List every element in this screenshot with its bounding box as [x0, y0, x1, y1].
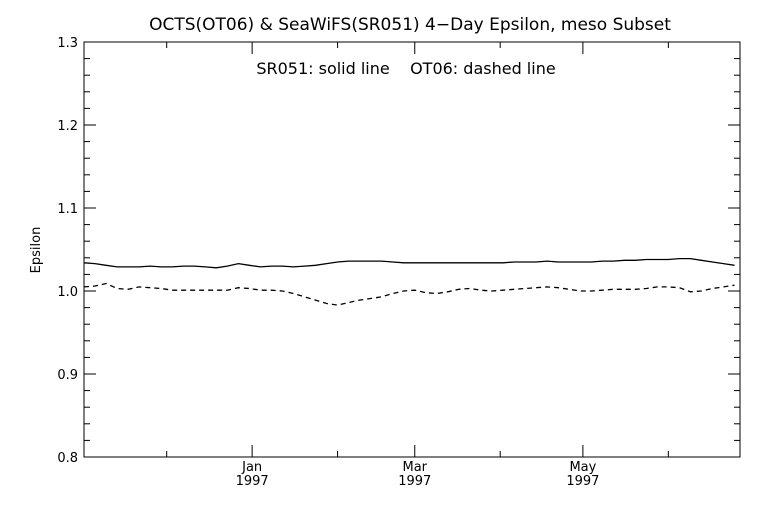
y-tick-label: 1.0: [57, 285, 78, 300]
y-tick-label: 1.1: [57, 202, 78, 217]
plot-frame: [83, 41, 741, 458]
x-tick-year-label: 1997: [398, 474, 431, 489]
y-tick-label: 0.8: [57, 451, 78, 466]
y-tick-label: 1.2: [57, 119, 78, 134]
series-layer: [83, 257, 735, 306]
y-tick-label: 1.3: [57, 36, 78, 51]
chart-title: OCTS(OT06) & SeaWiFS(SR051) 4−Day Epsilo…: [149, 15, 671, 35]
series-line-sr051: [83, 257, 735, 269]
series-legend-annotation: SR051: solid line OT06: dashed line: [256, 59, 555, 78]
series-line-ot06: [83, 282, 735, 306]
x-tick-month-label: Mar: [402, 460, 427, 475]
x-tick-year-label: 1997: [566, 474, 599, 489]
x-tick-year-label: 1997: [236, 474, 269, 489]
x-tick-month-label: May: [569, 460, 596, 475]
y-axis-label: Epsilon: [29, 227, 44, 274]
x-tick-month-label: Jan: [241, 460, 262, 475]
y-tick-label: 0.9: [57, 368, 78, 383]
